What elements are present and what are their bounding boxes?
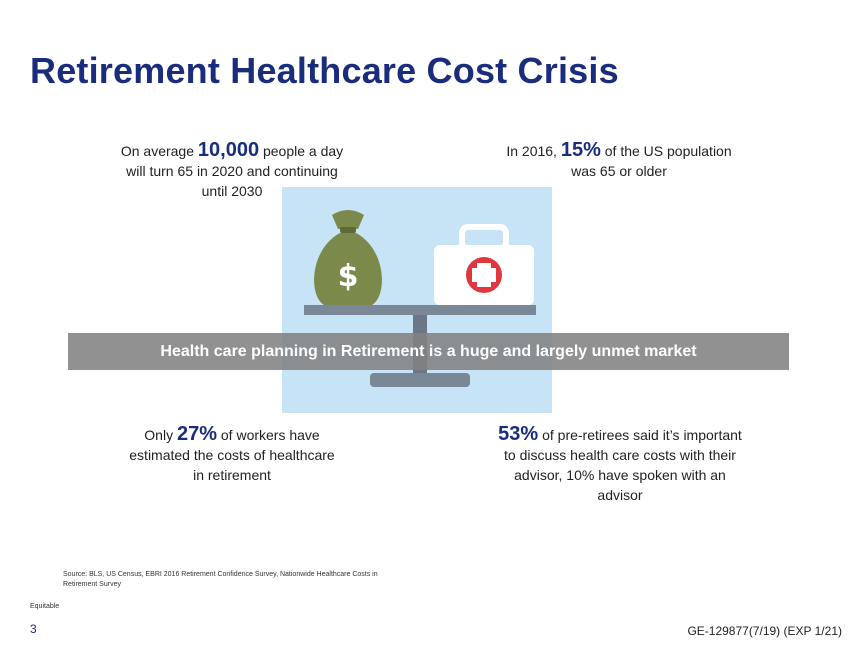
stat-suffix: of workers have: [217, 427, 320, 443]
stat-prefix: Only: [144, 427, 177, 443]
stat-prefix: In 2016,: [506, 143, 561, 159]
stat-value: 53%: [498, 423, 539, 445]
page-title: Retirement Healthcare Cost Crisis: [30, 50, 619, 91]
stat-value: 10,000: [197, 139, 260, 161]
stat-value: 27%: [176, 423, 217, 445]
stat-line: until 2030: [201, 183, 263, 199]
stat-prefix: On average: [120, 143, 198, 159]
page-number: 3: [30, 622, 37, 636]
stat-population-65: In 2016, 15% of the US population was 65…: [478, 140, 760, 181]
stat-value: 15%: [560, 139, 601, 161]
document-id: GE-129877(7/19) (EXP 1/21): [687, 624, 842, 638]
stat-line: to discuss health care costs with their: [504, 447, 736, 463]
stat-line: in retirement: [193, 467, 271, 483]
stat-suffix: of the US population: [600, 143, 732, 159]
stat-workers-estimated: Only 27% of workers have estimated the c…: [90, 424, 374, 485]
stat-line: was 65 or older: [571, 163, 667, 179]
stat-suffix: of pre-retirees said it’s important: [538, 427, 742, 443]
stat-line: will turn 65 in 2020 and continuing: [126, 163, 338, 179]
first-aid-kit-icon: [434, 224, 534, 305]
source-note: Source: BLS, US Census, EBRI 2016 Retire…: [63, 571, 378, 588]
stat-daily-65: On average 10,000 people a day will turn…: [96, 140, 368, 201]
stat-suffix: people a day: [259, 143, 344, 159]
stat-pre-retirees: 53% of pre-retirees said it’s important …: [468, 424, 772, 505]
stat-line: estimated the costs of healthcare: [129, 447, 335, 463]
stat-line: advisor, 10% have spoken with an: [514, 467, 726, 483]
dollar-sign: $: [338, 259, 359, 294]
healthcare-cost-illustration: $: [282, 187, 552, 413]
stat-line: advisor: [597, 487, 643, 503]
brand-name: Equitable: [30, 603, 60, 610]
key-message-banner: Health care planning in Retirement is a …: [68, 333, 789, 370]
money-bag-icon: $: [314, 210, 382, 305]
